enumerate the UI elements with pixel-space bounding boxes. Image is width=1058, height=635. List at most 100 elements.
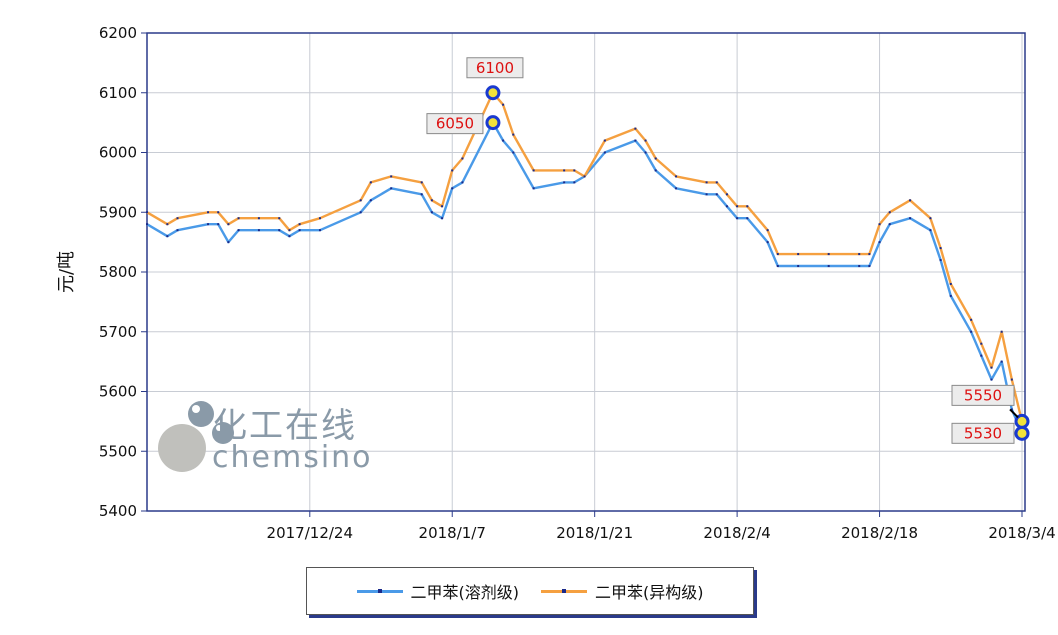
x-tick-label: 2017/12/24 xyxy=(267,524,353,542)
series-point xyxy=(990,366,993,369)
series-point xyxy=(644,151,647,154)
series-point xyxy=(888,211,891,214)
series-point xyxy=(705,193,708,196)
series-point xyxy=(420,181,423,184)
x-tick-label: 2018/2/18 xyxy=(841,524,918,542)
series-point xyxy=(502,139,505,142)
series-point xyxy=(298,229,301,232)
series-point xyxy=(359,211,362,214)
series-point xyxy=(318,217,321,220)
series-point xyxy=(776,253,779,256)
watermark-cn: 化工在线 xyxy=(213,406,357,446)
series-point xyxy=(430,199,433,202)
series-point xyxy=(288,229,291,232)
series-point xyxy=(878,241,881,244)
series-point xyxy=(654,157,657,160)
series-point xyxy=(1000,330,1003,333)
series-point xyxy=(888,223,891,226)
data-label-box xyxy=(426,113,484,135)
series-point xyxy=(146,211,148,214)
series-point xyxy=(939,259,942,262)
x-tick-label: 2018/3/4 xyxy=(988,524,1055,542)
series-point xyxy=(654,169,657,172)
data-label-box xyxy=(951,422,1015,444)
series-point xyxy=(878,223,881,226)
series-line-1 xyxy=(146,91,1024,422)
y-tick-label: 6200 xyxy=(99,24,137,42)
highlight-marker xyxy=(1014,425,1030,441)
data-label-box xyxy=(951,384,1015,406)
series-point xyxy=(970,330,973,333)
watermark-en: chemsino xyxy=(212,440,373,475)
chemsino-logo-icon xyxy=(158,401,234,472)
x-tick-label: 2018/1/21 xyxy=(556,524,633,542)
series-point xyxy=(797,265,800,268)
series-point xyxy=(736,217,739,220)
y-tick-label: 5400 xyxy=(99,502,137,520)
series-point xyxy=(166,235,169,238)
series-point xyxy=(461,181,464,184)
series-point xyxy=(227,241,230,244)
series-point xyxy=(980,342,983,345)
legend: 二甲苯(溶剂级) 二甲苯(异构级) xyxy=(306,567,754,615)
series-point xyxy=(532,169,535,172)
series-point xyxy=(827,265,830,268)
highlight-marker xyxy=(485,115,501,131)
data-label: 5550 xyxy=(964,386,1002,404)
x-tick-label: 2018/1/7 xyxy=(419,524,486,542)
series-point xyxy=(257,229,260,232)
series-point xyxy=(634,127,637,130)
series-point xyxy=(766,241,769,244)
legend-item-solvent[interactable]: 二甲苯(溶剂级) xyxy=(356,579,520,603)
series-point xyxy=(390,187,393,190)
series-point xyxy=(909,199,912,202)
data-label: 6050 xyxy=(436,115,474,133)
series-point xyxy=(390,175,393,178)
series-point xyxy=(634,139,637,142)
series-point xyxy=(929,217,932,220)
series-point xyxy=(369,181,372,184)
series-point xyxy=(207,223,210,226)
series-point xyxy=(298,223,301,226)
series-point xyxy=(603,139,606,142)
series-point xyxy=(583,175,586,178)
series-point xyxy=(644,139,647,142)
series-point xyxy=(603,151,606,154)
highlight-marker xyxy=(485,85,501,101)
y-tick-label: 6100 xyxy=(99,84,137,102)
series-point xyxy=(237,217,240,220)
data-label-box xyxy=(466,57,524,79)
legend-item-isomer[interactable]: 二甲苯(异构级) xyxy=(541,579,704,603)
y-tick-label: 5600 xyxy=(99,383,137,401)
legend-label-solvent: 二甲苯(溶剂级) xyxy=(410,583,520,602)
annotations: 6100 6050 5550 5530 xyxy=(426,57,1030,444)
series-point xyxy=(146,223,148,226)
series-point xyxy=(766,229,769,232)
series-point xyxy=(909,217,912,220)
series xyxy=(146,91,1024,435)
series-point xyxy=(868,265,871,268)
series-point xyxy=(675,187,678,190)
data-label: 5530 xyxy=(964,424,1002,442)
series-point xyxy=(176,229,179,232)
legend-label-isomer: 二甲苯(异构级) xyxy=(595,583,704,602)
y-tick-label: 5700 xyxy=(99,323,137,341)
series-point xyxy=(359,199,362,202)
legend-swatch-solvent xyxy=(356,588,403,593)
series-point xyxy=(227,223,230,226)
series-point xyxy=(563,169,566,172)
series-point xyxy=(288,235,291,238)
series-point xyxy=(532,187,535,190)
series-point xyxy=(1010,408,1013,411)
series-point xyxy=(929,229,932,232)
series-point xyxy=(725,205,728,208)
series-point xyxy=(441,205,444,208)
legend-swatch-isomer xyxy=(541,588,587,593)
series-point xyxy=(990,378,993,381)
series-point xyxy=(715,181,718,184)
y-tick-label: 5900 xyxy=(99,203,137,221)
series-point xyxy=(939,247,942,250)
series-point xyxy=(369,199,372,202)
data-label: 6100 xyxy=(476,59,514,77)
